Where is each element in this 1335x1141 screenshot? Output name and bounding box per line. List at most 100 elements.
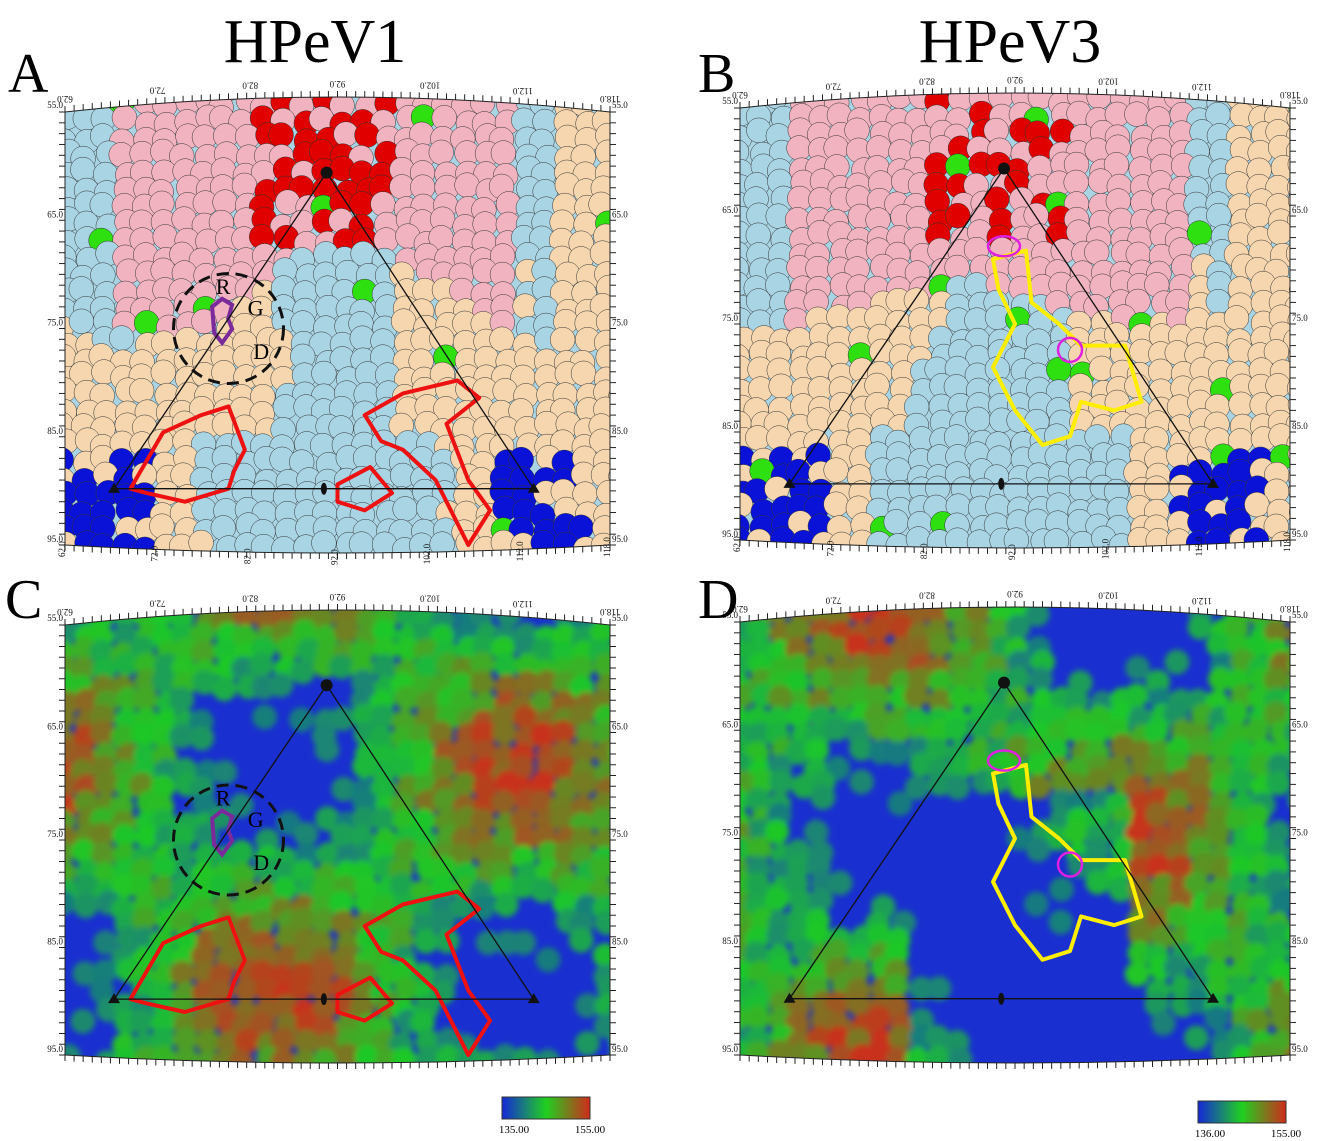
cell (1289, 500, 1314, 525)
cell (1125, 656, 1150, 681)
bottom-axis-label: 72.0 (150, 545, 160, 561)
side-axis-label: 65.0 (47, 722, 63, 732)
cell (848, 71, 873, 96)
cell (372, 654, 397, 679)
cell (1085, 870, 1110, 895)
cell (967, 530, 992, 555)
cell (1287, 376, 1312, 401)
side-axis-label: 85.0 (1292, 421, 1308, 431)
cell (51, 344, 76, 369)
cell (888, 791, 913, 816)
cell (73, 894, 98, 919)
bottom-axis-label: 102.0 (1101, 538, 1111, 559)
cell (315, 737, 340, 762)
cell (70, 157, 95, 182)
cell (1064, 820, 1089, 845)
bottom-axis-label: 118.0 (1282, 532, 1292, 552)
cell (1086, 768, 1111, 793)
cell (312, 1048, 337, 1073)
cell (1125, 962, 1150, 987)
cell (884, 973, 909, 998)
colorbar (502, 1097, 590, 1119)
cell (134, 310, 159, 335)
bottom-axis-label: 112.0 (1194, 536, 1204, 556)
cell (1064, 170, 1089, 195)
cell (353, 445, 378, 470)
cell (845, 588, 870, 613)
cell (1291, 224, 1316, 249)
cell (94, 771, 119, 796)
cell (788, 72, 813, 97)
cell (195, 72, 220, 97)
cell (174, 74, 199, 99)
cell (1287, 175, 1312, 200)
panel-letter: B (698, 43, 735, 105)
side-axis-label: 85.0 (1292, 936, 1308, 946)
cell (769, 374, 794, 399)
top-axis-label: 92.0 (1007, 75, 1023, 85)
cell (312, 361, 337, 386)
cell (1270, 890, 1295, 915)
cell (597, 480, 622, 505)
cell (610, 434, 635, 459)
cell (615, 498, 640, 523)
cell (1144, 476, 1169, 501)
top-axis-label: 72.0 (825, 82, 841, 92)
cell (1026, 837, 1051, 862)
cell (154, 481, 179, 506)
map-panel: 55.055.065.065.075.075.085.085.095.095.0… (722, 581, 1316, 1075)
side-axis-label: 65.0 (722, 719, 738, 729)
cell (926, 1045, 951, 1070)
cell (1287, 671, 1312, 696)
cell (1184, 1025, 1209, 1050)
cell (530, 878, 555, 903)
cells (724, 67, 1316, 559)
top-axis-label: 92.0 (329, 592, 345, 602)
cell (109, 326, 134, 351)
cell (611, 621, 636, 646)
top-axis-label: 112.0 (512, 86, 532, 96)
cell (614, 226, 639, 251)
cell (614, 145, 639, 170)
cell (1028, 667, 1053, 692)
cell (572, 771, 597, 796)
cell (249, 653, 274, 678)
cell (550, 327, 575, 352)
cell (52, 619, 77, 644)
colorbar (1198, 1101, 1286, 1123)
cell (391, 1047, 416, 1072)
panel-letter: D (698, 569, 738, 631)
cell (1267, 220, 1292, 245)
cell (151, 1045, 176, 1070)
cell (235, 1029, 260, 1054)
cell (252, 705, 277, 730)
cell (1244, 822, 1269, 847)
cell (616, 158, 641, 183)
fivefold-axis (321, 679, 333, 691)
cell (354, 1045, 379, 1070)
cell (430, 532, 455, 557)
fivefold-axis (998, 677, 1010, 689)
top-axis-label: 72.0 (825, 596, 841, 606)
cell (91, 77, 116, 102)
fivefold-axis (998, 162, 1010, 174)
cell (1205, 528, 1230, 553)
cell (394, 686, 419, 711)
cell (615, 670, 640, 695)
cell (1089, 356, 1114, 381)
cell (610, 123, 635, 148)
cell (1206, 203, 1231, 228)
colorbar-max: 155.00 (575, 1124, 606, 1136)
colorbar-min: 135.00 (499, 1124, 530, 1136)
cell (491, 141, 516, 166)
top-axis-label: 118.0 (1280, 90, 1300, 100)
cell (1166, 443, 1191, 468)
map-content (724, 67, 1316, 560)
twofold-axis (998, 993, 1004, 1005)
cell (1271, 1007, 1296, 1032)
side-axis-label: 85.0 (612, 937, 628, 947)
cell (49, 447, 74, 472)
cell (234, 977, 259, 1002)
cell (764, 887, 789, 912)
cell (805, 72, 830, 97)
